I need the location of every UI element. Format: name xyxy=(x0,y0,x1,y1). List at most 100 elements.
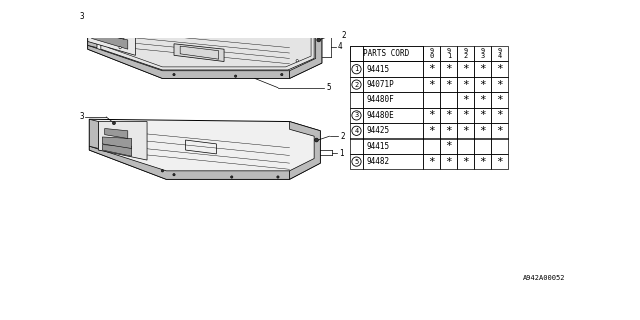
Bar xyxy=(364,77,424,92)
Text: *: * xyxy=(479,64,486,74)
Bar xyxy=(492,154,508,169)
Text: *: * xyxy=(463,110,469,120)
Text: *: * xyxy=(497,156,503,167)
Circle shape xyxy=(230,176,233,178)
Text: *: * xyxy=(463,156,469,167)
Text: *: * xyxy=(429,126,435,136)
Bar xyxy=(458,139,474,154)
Bar xyxy=(492,123,508,139)
Bar xyxy=(458,123,474,139)
Text: *: * xyxy=(445,126,452,136)
Bar xyxy=(458,92,474,108)
Bar xyxy=(440,108,458,123)
Bar xyxy=(458,61,474,77)
Text: 2: 2 xyxy=(355,82,358,88)
Text: 94415: 94415 xyxy=(367,142,390,151)
Text: 4: 4 xyxy=(338,42,342,52)
Text: 3: 3 xyxy=(481,53,485,59)
Text: 3: 3 xyxy=(79,112,84,121)
Bar xyxy=(364,154,424,169)
Circle shape xyxy=(281,73,283,76)
Text: *: * xyxy=(445,64,452,74)
Text: 1: 1 xyxy=(447,53,451,59)
Bar xyxy=(458,77,474,92)
Bar xyxy=(349,92,364,108)
Text: 3: 3 xyxy=(79,12,84,21)
Text: 94480E: 94480E xyxy=(367,111,394,120)
Polygon shape xyxy=(90,146,289,179)
Bar xyxy=(349,123,364,139)
Bar xyxy=(424,154,440,169)
Polygon shape xyxy=(88,21,97,48)
Text: *: * xyxy=(497,95,503,105)
Circle shape xyxy=(234,75,237,77)
Text: *: * xyxy=(479,156,486,167)
Circle shape xyxy=(352,126,361,135)
Bar xyxy=(440,139,458,154)
Polygon shape xyxy=(88,21,322,78)
Bar xyxy=(349,46,364,61)
Bar xyxy=(474,108,492,123)
Text: *: * xyxy=(445,80,452,90)
Text: *: * xyxy=(429,156,435,167)
Text: *: * xyxy=(429,110,435,120)
Polygon shape xyxy=(105,129,128,139)
Bar xyxy=(458,154,474,169)
Text: *: * xyxy=(479,126,486,136)
Text: *: * xyxy=(497,80,503,90)
Circle shape xyxy=(304,35,306,37)
Polygon shape xyxy=(289,21,322,78)
Bar xyxy=(440,154,458,169)
Text: 2: 2 xyxy=(340,132,345,141)
Bar xyxy=(349,77,364,92)
Polygon shape xyxy=(92,25,124,39)
Bar xyxy=(349,154,364,169)
Bar xyxy=(440,123,458,139)
Bar xyxy=(474,77,492,92)
Text: *: * xyxy=(479,110,486,120)
Bar xyxy=(424,92,440,108)
Polygon shape xyxy=(101,25,314,70)
Circle shape xyxy=(173,173,175,176)
Text: A942A00052: A942A00052 xyxy=(523,275,565,281)
Polygon shape xyxy=(99,122,147,160)
Text: *: * xyxy=(463,95,469,105)
Text: *: * xyxy=(479,95,486,105)
Bar xyxy=(474,46,492,61)
Bar xyxy=(349,139,364,154)
Bar xyxy=(349,61,364,77)
Bar xyxy=(474,123,492,139)
Circle shape xyxy=(314,138,318,142)
Text: 3: 3 xyxy=(355,112,358,118)
Text: *: * xyxy=(497,64,503,74)
Text: 9: 9 xyxy=(481,49,485,54)
Text: 94071P: 94071P xyxy=(367,80,394,89)
Bar xyxy=(458,108,474,123)
Polygon shape xyxy=(88,45,289,78)
Polygon shape xyxy=(90,119,320,179)
Text: 2: 2 xyxy=(464,53,468,59)
Text: PARTS CORD: PARTS CORD xyxy=(364,49,410,58)
Bar xyxy=(474,92,492,108)
Bar xyxy=(424,123,440,139)
Text: 94425: 94425 xyxy=(367,126,390,135)
Circle shape xyxy=(352,111,361,120)
Text: *: * xyxy=(445,141,452,151)
Circle shape xyxy=(296,60,298,62)
Text: 9: 9 xyxy=(497,49,502,54)
Text: 2: 2 xyxy=(341,31,346,40)
Text: *: * xyxy=(463,126,469,136)
Circle shape xyxy=(276,176,279,178)
Text: 94482: 94482 xyxy=(367,157,390,166)
Text: *: * xyxy=(497,126,503,136)
Bar xyxy=(424,77,440,92)
Text: *: * xyxy=(445,156,452,167)
Bar xyxy=(424,46,440,61)
Bar xyxy=(492,77,508,92)
Text: 1: 1 xyxy=(355,66,358,72)
Bar xyxy=(424,108,440,123)
Circle shape xyxy=(173,73,175,76)
Bar xyxy=(492,139,508,154)
Bar xyxy=(474,139,492,154)
Bar xyxy=(349,108,364,123)
